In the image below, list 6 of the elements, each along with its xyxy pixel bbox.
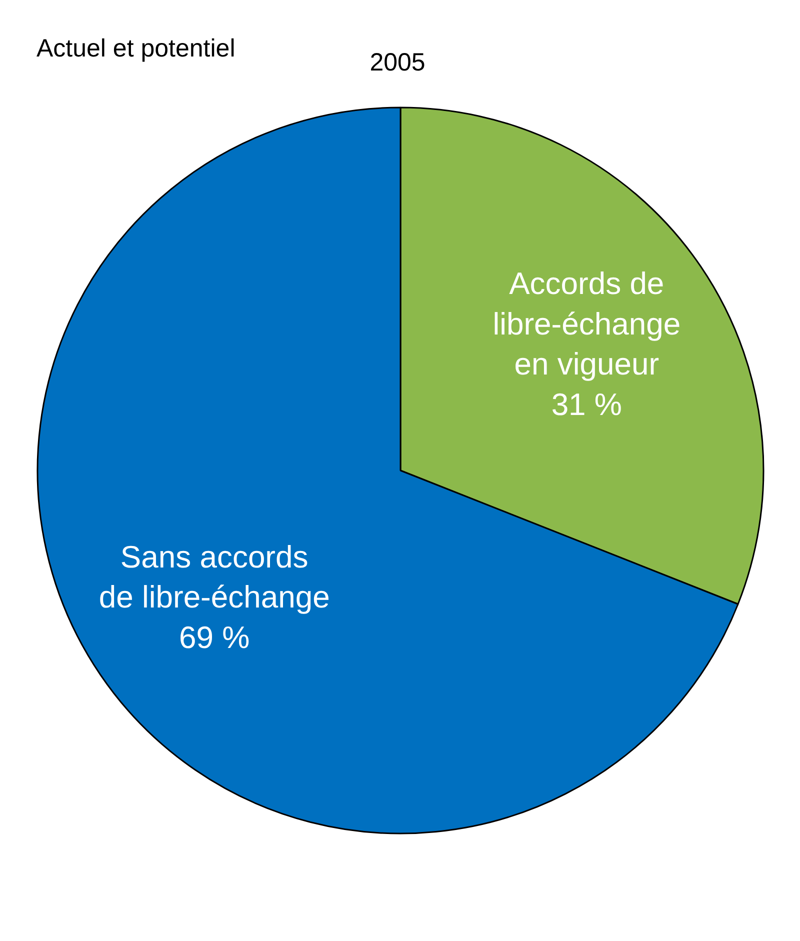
chart-subtitle: Actuel et potentiel: [36, 34, 236, 62]
slice-label: Sans accords de libre-échange: [98, 539, 330, 615]
data-label: 69 %: [179, 620, 250, 655]
data-label: 31 %: [551, 386, 622, 422]
slice-label: Accords de libre-échange en vigueur: [492, 266, 681, 382]
chart-title: 2005: [370, 48, 426, 76]
